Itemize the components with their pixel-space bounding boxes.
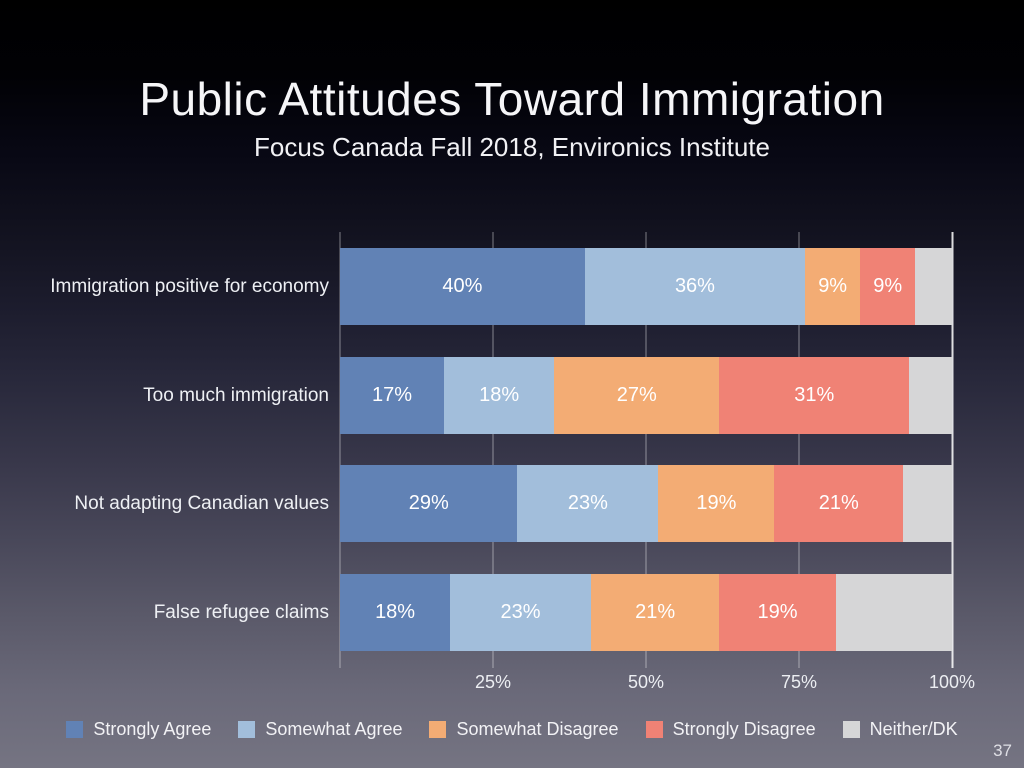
slide-title: Public Attitudes Toward Immigration [139,73,885,125]
bar-segment-strongly-agree: 29% [340,465,518,542]
bar-value-label: 23% [500,601,541,623]
bar-segment-somewhat-agree: 23% [517,465,659,542]
bar-segment-somewhat-disagree: 21% [590,574,720,651]
legend-swatch-strongly-disagree [645,721,663,738]
gridline-50 [645,232,647,668]
legend-label: Strongly Disagree [672,719,816,739]
slide-subtitle: Focus Canada Fall 2018, Environics Insti… [254,132,770,162]
x-tick-label-75: 75% [780,672,818,692]
bar-segment-neither-dk [903,465,952,542]
legend-swatch-strongly-agree [66,721,84,738]
category-label: Too much immigration [143,384,329,406]
legend-label: Neither/DK [869,719,958,739]
legend-swatch-somewhat-agree [238,721,256,738]
bar-row-immigration-positive-for-economy: Immigration positive for economy 40% 36% 9%… [50,248,952,325]
gridline-75 [798,232,800,668]
legend: Strongly Agree Somewhat Agree Somewhat Dis… [0,719,1024,740]
bar-value-label: 19% [757,601,798,623]
bar-value-label: 18% [375,601,416,623]
bar-value-label: 21% [818,492,859,514]
bar-value-label: 17% [372,384,413,406]
category-label: False refugee claims [153,601,329,623]
x-axis: 25% 50% 75% 100% [340,672,975,694]
bar-value-label: 36% [674,275,715,297]
gridline-25 [492,232,494,668]
bar-value-label: 9% [818,275,848,297]
bar-segment-somewhat-agree: 36% [584,248,806,325]
gridline-100 [951,232,954,668]
bar-segment-somewhat-disagree: 27% [554,357,720,434]
page-number: 37 [993,741,1012,760]
bar-row-not-adapting-canadian-values: Not adapting Canadian values 29% 23% 19% 21% [74,465,952,542]
bar-segment-neither-dk [835,574,952,651]
bar-value-label: 29% [408,492,449,514]
bar-segment-strongly-disagree: 9% [860,248,916,325]
bar-segment-strongly-disagree: 21% [774,465,903,542]
legend-item-strongly-agree: Strongly Agree [66,719,211,740]
bar-segment-strongly-agree: 17% [340,357,445,434]
x-tick-label-100: 100% [928,672,976,692]
bar-segment-somewhat-disagree: 9% [805,248,861,325]
bar-segment-neither-dk [909,357,952,434]
legend-item-strongly-disagree: Strongly Disagree [645,719,816,740]
legend-swatch-neither-dk [842,721,860,738]
legend-label: Somewhat Agree [265,719,403,739]
bar-segment-strongly-disagree: 31% [719,357,910,434]
bar-value-label: 23% [567,492,608,514]
bar-segment-somewhat-disagree: 19% [658,465,775,542]
category-label: Immigration positive for economy [50,275,329,297]
plot-area: Immigration positive for economy 40% 36% 9%… [50,232,954,668]
bar-row-false-refugee-claims: False refugee claims 18% 23% 21% 19% [154,574,952,651]
legend-item-somewhat-agree: Somewhat Agree [238,719,402,740]
bar-value-label: 19% [696,492,737,514]
gridline-0 [339,232,341,668]
bar-segment-somewhat-agree: 23% [450,574,591,651]
bar-segment-strongly-agree: 40% [340,248,585,325]
bar-value-label: 18% [479,384,520,406]
bar-segment-strongly-agree: 18% [340,574,451,651]
bar-value-label: 40% [442,275,483,297]
bar-value-label: 31% [794,384,835,406]
legend-item-somewhat-disagree: Somewhat Disagree [429,719,619,740]
x-tick-label-25: 25% [474,672,512,692]
x-tick-label-50: 50% [627,672,665,692]
legend-label: Strongly Agree [93,719,212,739]
legend-label: Somewhat Disagree [456,719,619,739]
bar-segment-strongly-disagree: 19% [719,574,836,651]
legend-swatch-somewhat-disagree [429,721,447,738]
bar-value-label: 27% [616,384,657,406]
legend-item-neither-dk: Neither/DK [842,719,958,740]
bar-value-label: 21% [635,601,676,623]
category-label: Not adapting Canadian values [74,492,329,514]
bar-value-label: 9% [873,275,903,297]
bar-segment-somewhat-agree: 18% [444,357,555,434]
bar-segment-neither-dk [915,248,952,325]
bar-row-too-much-immigration: Too much immigration 17% 18% 27% 31% [143,357,952,434]
